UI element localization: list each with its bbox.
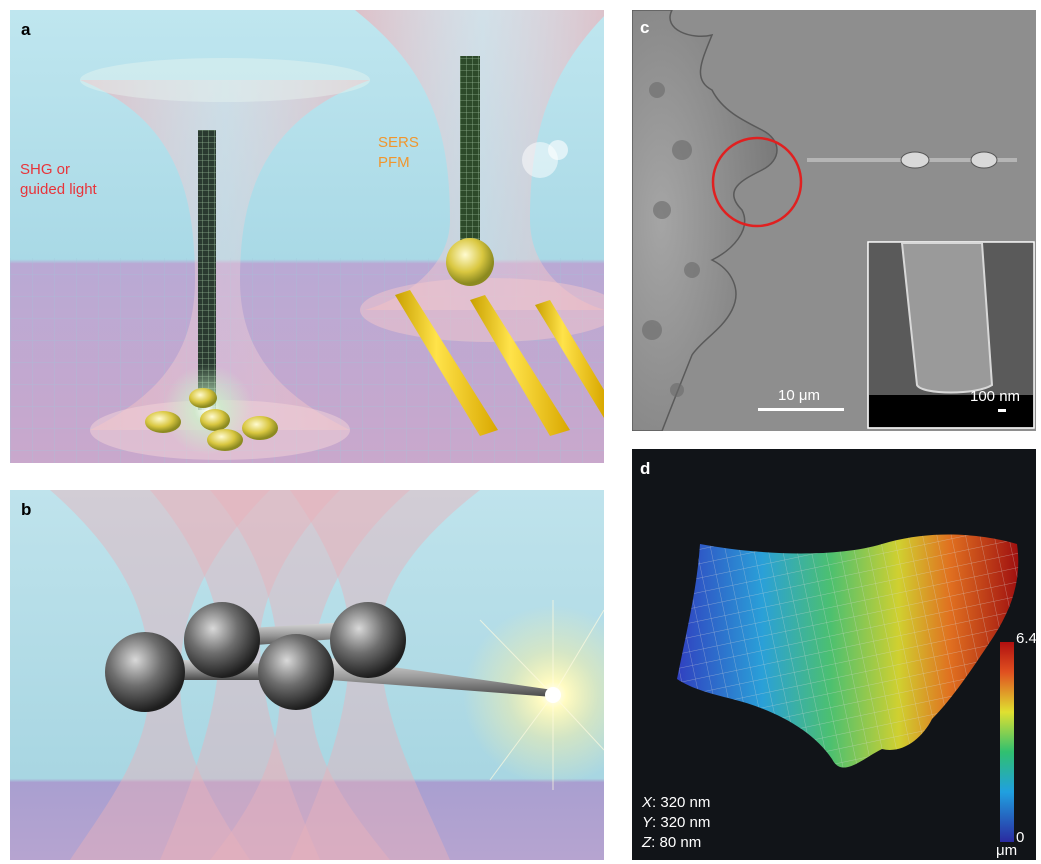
dimension-z-value: : 80 nm <box>651 834 702 851</box>
scalebar-inset-label: 100 nm <box>970 388 1021 405</box>
colorbar-min-label: 0 <box>1016 829 1025 846</box>
colorbar <box>1000 642 1014 842</box>
annotation-shg-line1: SHG or <box>20 161 71 178</box>
annotation-sers-line2: PFM <box>378 154 410 171</box>
panel-d-label: d <box>640 459 651 478</box>
panel-c-label: c <box>640 18 650 37</box>
colorbar-max-label: 6.4 <box>1016 630 1036 647</box>
dimension-y-value: : 320 nm <box>652 814 711 831</box>
dimension-z-axis: Z <box>642 834 652 851</box>
panel-c-micrograph <box>632 10 1036 431</box>
annotation-shg: SHG or guided light <box>20 160 97 200</box>
panel-b: b <box>10 490 604 860</box>
panel-d-surface-plot <box>677 534 1019 842</box>
panel-c: c 10 μm 100 nm <box>632 10 1036 431</box>
dimension-y-axis: Y <box>642 814 653 831</box>
annotation-sers: SERS PFM <box>378 133 419 173</box>
dimension-z: Z: 80 nm <box>642 833 701 853</box>
scalebar-main-label: 10 μm <box>778 387 820 404</box>
dimension-y: Y: 320 nm <box>642 813 710 833</box>
dimension-x: X: 320 nm <box>642 793 710 813</box>
annotation-sers-line1: SERS <box>378 134 419 151</box>
scalebar-inset <box>998 409 1006 412</box>
panel-b-label: b <box>21 500 32 519</box>
panel-a-label: a <box>21 20 31 39</box>
highlight-circle <box>711 136 803 228</box>
panel-a: a SHG or guided light SERS PFM <box>10 10 604 463</box>
panel-b-illustration <box>10 490 604 860</box>
panel-d: d 6.4 0 μm X: 320 nm Y: 320 nm Z: 80 nm <box>632 449 1036 860</box>
colorbar-unit-label: μm <box>996 842 1018 859</box>
dimension-x-axis: X <box>642 794 653 811</box>
dimension-x-value: : 320 nm <box>652 794 711 811</box>
annotation-shg-line2: guided light <box>20 181 97 198</box>
scalebar-main <box>758 408 844 411</box>
panel-a-illustration <box>10 10 604 463</box>
